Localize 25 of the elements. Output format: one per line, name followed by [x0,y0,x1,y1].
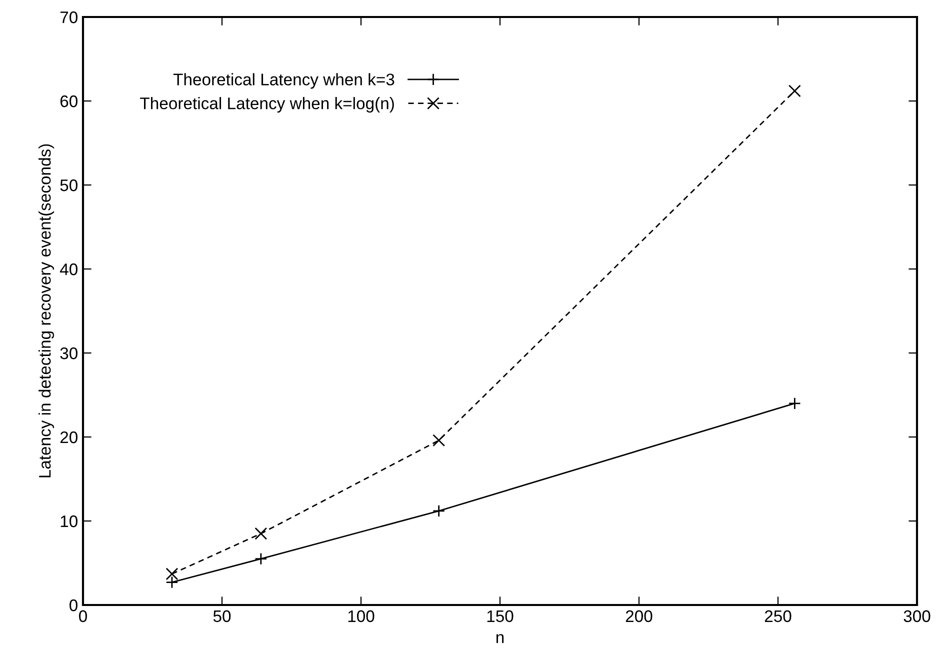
y-tick-label: 40 [60,263,78,276]
x-tick-label: 50 [213,610,231,622]
point [788,84,801,98]
legend-label: Theoretical Latency when k=3 [173,73,394,89]
y-tick-label: 70 [60,11,78,24]
point [788,397,801,410]
point [432,434,446,447]
point [254,527,268,540]
y-tick-label: 10 [60,515,78,528]
x-axis-title: n [496,634,504,644]
legend-label: Theoretical Latency when k=log(n) [140,97,394,113]
y-tick-label: 30 [60,347,78,360]
x-tick-label: 300 [904,610,930,622]
y-tick-label: 0 [70,599,78,612]
x-tick-label: 150 [487,610,514,622]
y-tick-label: 20 [60,431,78,444]
y-tick-label: 50 [60,179,78,192]
x-tick-label: 100 [348,610,374,622]
y-axis-title: Latency in detecting recovery event(seconds) [38,144,54,478]
x-tick-label: 200 [626,610,652,622]
y-tick-label: 60 [60,95,78,108]
x-tick-label: 250 [764,610,792,622]
x-tick-label: 0 [79,610,87,622]
point [432,504,446,518]
point [254,552,268,566]
